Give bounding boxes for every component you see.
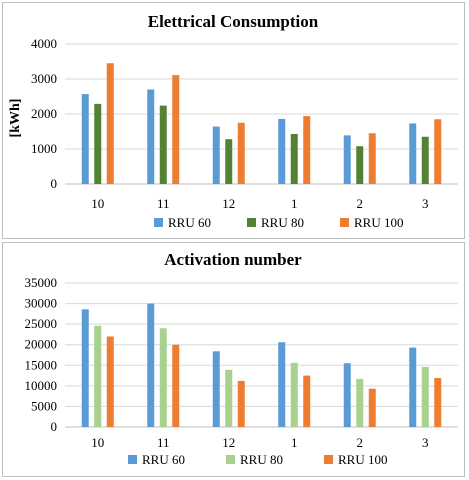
bar-rru-100 bbox=[237, 122, 245, 184]
x-tick-label: 1 bbox=[291, 435, 298, 450]
y-tick-label: 20000 bbox=[25, 337, 58, 352]
y-tick-label: 4000 bbox=[31, 36, 57, 51]
y-tick-label: 2000 bbox=[31, 106, 57, 121]
bar-rru-80 bbox=[421, 366, 429, 427]
chart-title: Activation number bbox=[164, 250, 302, 269]
x-tick-label: 12 bbox=[222, 196, 235, 211]
bar-rru-80 bbox=[94, 103, 102, 184]
bar-rru-100 bbox=[172, 75, 180, 184]
legend-label: RRU 60 bbox=[168, 215, 211, 230]
bar-rru-60 bbox=[212, 126, 220, 184]
x-tick-label: 11 bbox=[157, 435, 170, 450]
bar-rru-60 bbox=[81, 309, 89, 427]
y-tick-label: 0 bbox=[51, 176, 58, 191]
bar-rru-100 bbox=[106, 336, 114, 427]
chart-panel-activation: Activation number 0 5000 10000 15000 20000 25… bbox=[2, 242, 465, 477]
bar-rru-100 bbox=[368, 133, 376, 184]
activation-number-chart: Activation number 0 5000 10000 15000 20000 25… bbox=[25, 250, 458, 467]
chart-panel-electrical: Elettrical Consumption [kWh] 0 1000 2000 30… bbox=[2, 2, 465, 239]
electrical-consumption-chart: Elettrical Consumption [kWh] 0 1000 2000 30… bbox=[8, 12, 458, 230]
y-tick-label: 10000 bbox=[25, 378, 58, 393]
legend-swatch bbox=[154, 218, 163, 227]
chart-title: Elettrical Consumption bbox=[148, 12, 319, 31]
legend-swatch bbox=[247, 218, 256, 227]
legend-label: RRU 80 bbox=[240, 452, 283, 467]
x-tick-label: 10 bbox=[91, 435, 104, 450]
bar-rru-100 bbox=[434, 378, 442, 427]
legend-label: RRU 100 bbox=[338, 452, 387, 467]
x-tick-label: 2 bbox=[357, 435, 364, 450]
legend-swatch bbox=[340, 218, 349, 227]
y-tick-label: 15000 bbox=[25, 357, 58, 372]
bar-rru-80 bbox=[225, 139, 233, 184]
x-tick-label: 3 bbox=[422, 435, 429, 450]
bar-rru-60 bbox=[409, 123, 417, 184]
legend-swatch bbox=[128, 455, 137, 464]
bar-rru-60 bbox=[81, 94, 89, 184]
bar-rru-80 bbox=[356, 378, 364, 427]
legend-swatch bbox=[324, 455, 333, 464]
y-tick-label: 1000 bbox=[31, 141, 57, 156]
y-tick-label: 0 bbox=[51, 419, 58, 434]
y-tick-label: 30000 bbox=[25, 296, 58, 311]
bar-rru-60 bbox=[147, 303, 155, 427]
y-axis-label: [kWh] bbox=[8, 99, 23, 138]
legend-label: RRU 60 bbox=[142, 452, 185, 467]
x-tick-label: 1 bbox=[291, 196, 298, 211]
bar-rru-100 bbox=[172, 344, 180, 427]
bar-rru-80 bbox=[290, 362, 298, 427]
bar-rru-100 bbox=[303, 116, 311, 184]
bar-rru-60 bbox=[147, 89, 155, 184]
bar-rru-80 bbox=[159, 328, 167, 427]
x-tick-label: 3 bbox=[422, 196, 429, 211]
x-tick-label: 2 bbox=[357, 196, 364, 211]
bar-rru-80 bbox=[290, 133, 298, 184]
x-tick-label: 10 bbox=[91, 196, 104, 211]
bar-rru-100 bbox=[106, 63, 114, 184]
y-tick-label: 3000 bbox=[31, 71, 57, 86]
legend-swatch bbox=[226, 455, 235, 464]
bar-rru-60 bbox=[343, 363, 351, 427]
bar-rru-100 bbox=[303, 375, 311, 427]
bar-rru-60 bbox=[409, 347, 417, 427]
y-tick-label: 35000 bbox=[25, 275, 58, 290]
legend-label: RRU 80 bbox=[261, 215, 304, 230]
bar-rru-100 bbox=[237, 380, 245, 427]
bar-rru-100 bbox=[368, 388, 376, 427]
bar-rru-80 bbox=[94, 325, 102, 427]
bar-rru-80 bbox=[225, 369, 233, 427]
bar-rru-80 bbox=[421, 136, 429, 184]
x-tick-label: 11 bbox=[157, 196, 170, 211]
bar-rru-60 bbox=[343, 135, 351, 184]
y-tick-label: 25000 bbox=[25, 316, 58, 331]
bar-rru-60 bbox=[278, 118, 286, 184]
bar-rru-80 bbox=[356, 146, 364, 184]
y-tick-label: 5000 bbox=[31, 398, 57, 413]
bar-rru-80 bbox=[159, 105, 167, 184]
bar-rru-100 bbox=[434, 119, 442, 184]
bar-rru-60 bbox=[212, 351, 220, 427]
legend-label: RRU 100 bbox=[354, 215, 403, 230]
x-tick-label: 12 bbox=[222, 435, 235, 450]
bar-rru-60 bbox=[278, 342, 286, 427]
